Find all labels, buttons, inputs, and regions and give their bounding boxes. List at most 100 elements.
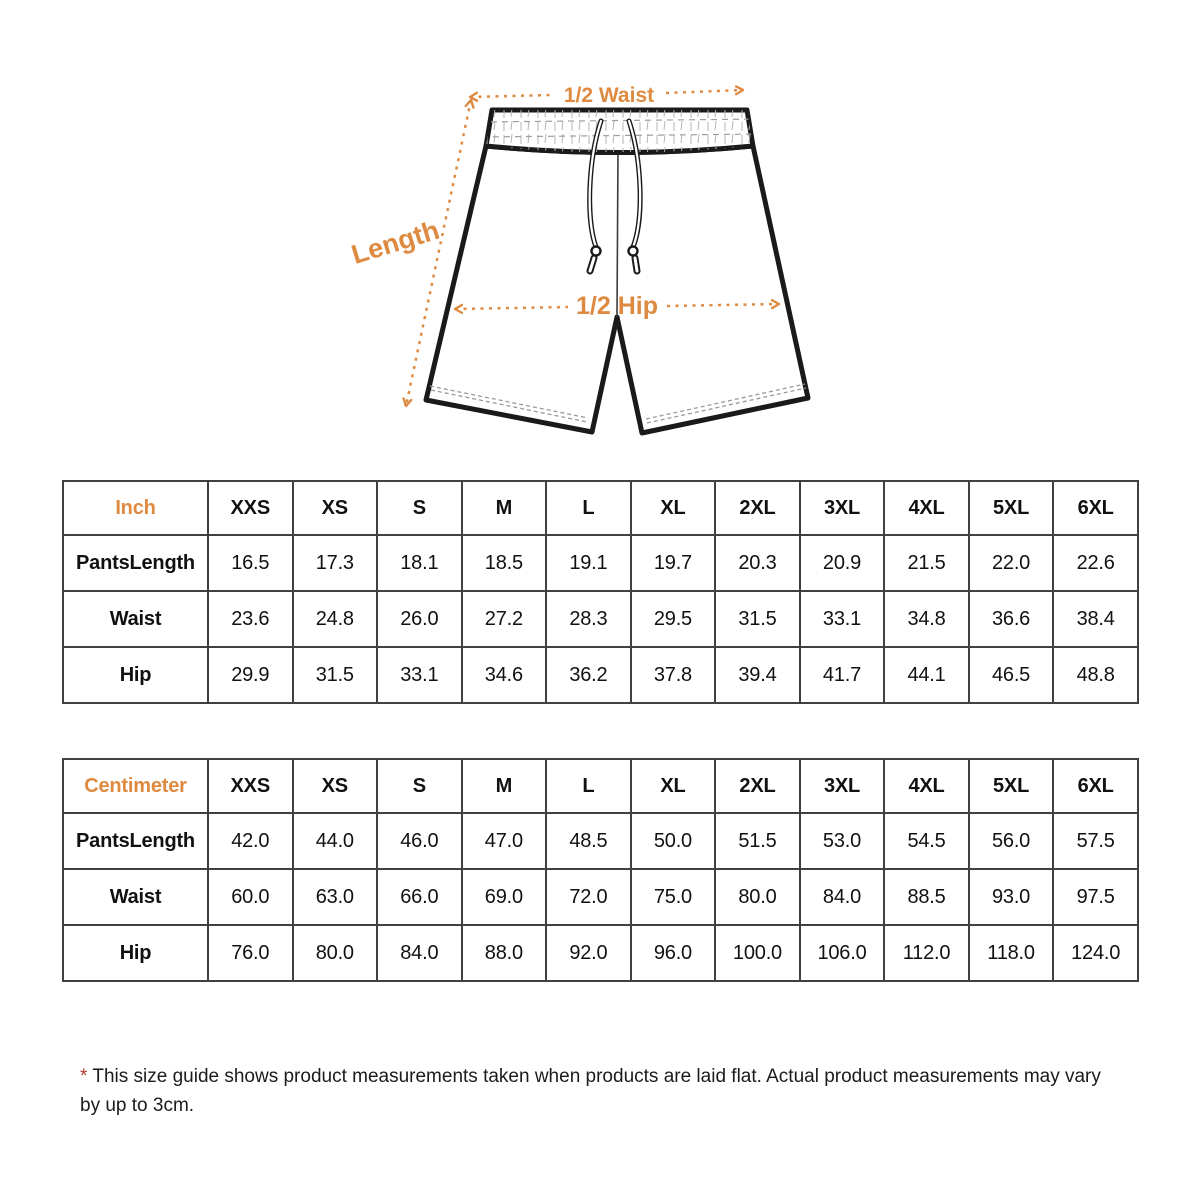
table-row: Waist 23.6 24.8 26.0 27.2 28.3 29.5 31.5 33.1 34.…	[62, 590, 1139, 648]
table-row: PantsLength 42.0 44.0 46.0 47.0 48.5 50.0 51.5 5…	[62, 812, 1139, 870]
drawstring-left	[586, 118, 604, 275]
measurement-value: 66.0	[376, 868, 463, 926]
measurement-value: 22.0	[967, 534, 1055, 592]
measurement-value: 106.0	[798, 924, 886, 982]
measurement-value: 34.6	[460, 646, 548, 704]
measurement-value: 80.0	[291, 924, 379, 982]
size-header: 3XL	[798, 758, 886, 814]
measurement-value: 56.0	[967, 812, 1055, 870]
size-header: XS	[291, 480, 379, 536]
hem-stitching	[429, 383, 807, 424]
measurement-value: 37.8	[629, 646, 717, 704]
table-header-row: Centimeter XXS XS S M L XL 2XL 3XL 4XL 5XL 6XL	[62, 758, 1139, 814]
size-header: 4XL	[883, 480, 970, 536]
size-header: 5XL	[967, 480, 1055, 536]
size-header: L	[545, 480, 632, 536]
measurement-value: 31.5	[291, 646, 379, 704]
measurement-value: 80.0	[714, 868, 801, 926]
waistband-texture	[486, 110, 753, 152]
measurement-value: 72.0	[545, 868, 632, 926]
measurement-value: 18.5	[460, 534, 548, 592]
measurement-value: 50.0	[629, 812, 717, 870]
size-header: 5XL	[967, 758, 1055, 814]
size-header: XXS	[207, 758, 294, 814]
measurement-value: 21.5	[883, 534, 970, 592]
table-row: PantsLength 16.5 17.3 18.1 18.5 19.1 19.7 20.3 2…	[62, 534, 1139, 592]
unit-label: Inch	[62, 480, 209, 536]
measurement-value: 20.9	[798, 534, 886, 592]
measurement-value: 46.5	[967, 646, 1055, 704]
measurement-value: 88.5	[883, 868, 970, 926]
size-header: XS	[291, 758, 379, 814]
measurement-value: 63.0	[291, 868, 379, 926]
measurement-value: 48.5	[545, 812, 632, 870]
unit-label: Centimeter	[62, 758, 209, 814]
size-header: S	[376, 758, 463, 814]
measurement-value: 93.0	[967, 868, 1055, 926]
size-header: 2XL	[714, 758, 801, 814]
size-header: 3XL	[798, 480, 886, 536]
table-row: Waist 60.0 63.0 66.0 69.0 72.0 75.0 80.0 84.0 88.…	[62, 868, 1139, 926]
measurement-value: 27.2	[460, 590, 548, 648]
measurement-value: 76.0	[207, 924, 294, 982]
size-header: L	[545, 758, 632, 814]
footnote: * This size guide shows product measurem…	[80, 1062, 1112, 1121]
measurement-value: 28.3	[545, 590, 632, 648]
measurement-value: 46.0	[376, 812, 463, 870]
drawstring-right	[626, 118, 643, 275]
measurement-label: Waist	[62, 868, 209, 926]
size-header: M	[460, 758, 548, 814]
measurement-value: 47.0	[460, 812, 548, 870]
measurement-value: 22.6	[1052, 534, 1139, 592]
size-header: 6XL	[1052, 480, 1139, 536]
fly-seam-line	[616, 149, 619, 318]
size-header: XL	[629, 758, 717, 814]
measurement-value: 51.5	[714, 812, 801, 870]
measurement-value: 33.1	[376, 646, 463, 704]
measurement-label: Hip	[62, 924, 209, 982]
measurement-value: 75.0	[629, 868, 717, 926]
measurement-value: 84.0	[798, 868, 886, 926]
size-header: S	[376, 480, 463, 536]
measurement-value: 84.0	[376, 924, 463, 982]
table-header-row: Inch XXS XS S M L XL 2XL 3XL 4XL 5XL 6XL	[62, 480, 1139, 536]
footnote-asterisk: *	[80, 1066, 88, 1087]
measurement-value: 19.7	[629, 534, 717, 592]
shorts-diagram: 1/2 Waist Length 1/2 Hip	[348, 84, 811, 436]
measurement-value: 53.0	[798, 812, 886, 870]
measurement-label: PantsLength	[62, 812, 209, 870]
footnote-text: This size guide shows product measuremen…	[80, 1066, 1101, 1117]
measurement-value: 26.0	[376, 590, 463, 648]
length-label: Length	[348, 215, 443, 270]
half-waist-arrow	[470, 90, 743, 97]
measurement-value: 18.1	[376, 534, 463, 592]
measurement-value: 96.0	[629, 924, 717, 982]
measurement-value: 36.6	[967, 590, 1055, 648]
measurement-value: 19.1	[545, 534, 632, 592]
measurement-value: 31.5	[714, 590, 801, 648]
measurement-value: 44.1	[883, 646, 970, 704]
measurement-value: 38.4	[1052, 590, 1139, 648]
half-hip-label: 1/2 Hip	[576, 292, 658, 320]
measurement-value: 100.0	[714, 924, 801, 982]
size-header: 2XL	[714, 480, 801, 536]
size-header: 6XL	[1052, 758, 1139, 814]
inch-size-table: Inch XXS XS S M L XL 2XL 3XL 4XL 5XL 6XL PantsLength…	[62, 480, 1139, 704]
measurement-value: 39.4	[714, 646, 801, 704]
measurement-value: 17.3	[291, 534, 379, 592]
measurement-value: 23.6	[207, 590, 294, 648]
measurement-value: 97.5	[1052, 868, 1139, 926]
length-arrow	[406, 100, 471, 406]
measurement-value: 57.5	[1052, 812, 1139, 870]
measurement-value: 92.0	[545, 924, 632, 982]
measurement-value: 33.1	[798, 590, 886, 648]
table-row: Hip 29.9 31.5 33.1 34.6 36.2 37.8 39.4 41.7 44.1 4…	[62, 646, 1139, 704]
measurement-value: 41.7	[798, 646, 886, 704]
measurement-label: Waist	[62, 590, 209, 648]
size-header: XXS	[207, 480, 294, 536]
size-header: XL	[629, 480, 717, 536]
measurement-value: 34.8	[883, 590, 970, 648]
size-header: M	[460, 480, 548, 536]
measurement-value: 29.9	[207, 646, 294, 704]
